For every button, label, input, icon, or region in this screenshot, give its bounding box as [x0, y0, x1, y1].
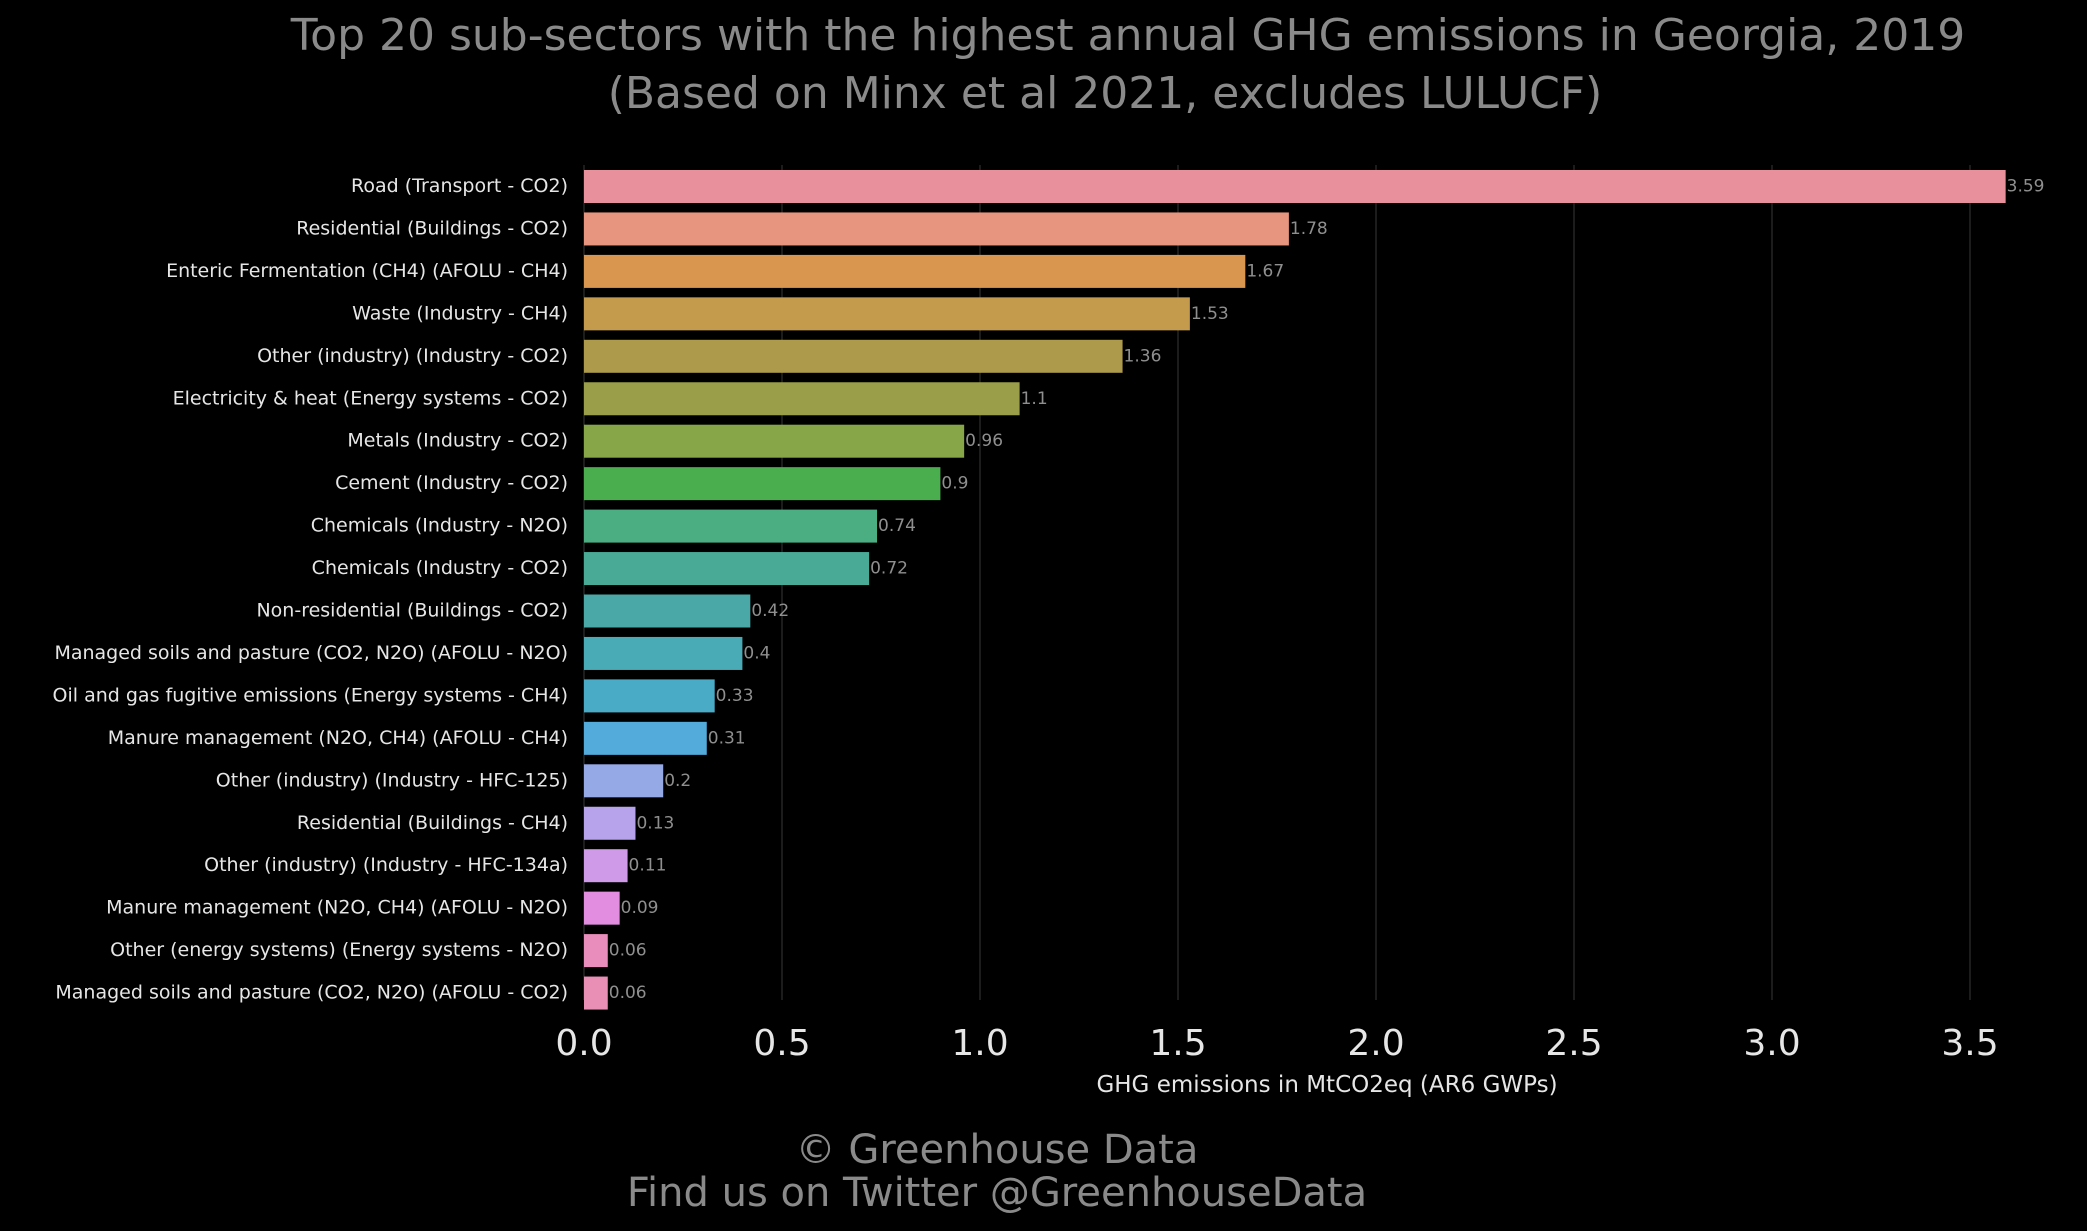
x-tick-label: 0.0 [555, 1023, 612, 1064]
value-label: 0.31 [708, 728, 746, 748]
value-label: 0.33 [716, 686, 754, 706]
value-label: 0.09 [621, 898, 659, 918]
x-tick-label: 2.5 [1545, 1023, 1602, 1064]
value-labels: 3.59 1.78 1.67 1.53 1.36 1.1 0.96 0.9 0.74 0.72 0.… [609, 177, 2045, 1004]
chart-title: Top 20 sub-sectors with the highest annu… [290, 10, 1965, 61]
category-label: Manure management (N2O, CH4) (AFOLU - N2… [106, 897, 568, 919]
bar [584, 934, 608, 968]
x-tick-label: 0.5 [753, 1023, 810, 1064]
value-label: 1.67 [1246, 261, 1284, 281]
value-label: 0.72 [870, 559, 908, 579]
value-label: 0.42 [751, 601, 789, 621]
value-label: 0.74 [878, 516, 916, 536]
bar [584, 424, 965, 458]
category-label: Residential (Buildings - CO2) [296, 217, 568, 239]
bar [584, 212, 1289, 246]
category-label: Electricity & heat (Energy systems - CO2… [173, 387, 568, 409]
value-label: 0.06 [609, 983, 647, 1003]
bar [584, 339, 1123, 373]
bar [584, 594, 751, 628]
bar [584, 976, 608, 1010]
category-label: Other (industry) (Industry - CO2) [257, 345, 568, 367]
value-label: 1.36 [1124, 346, 1162, 366]
value-label: 1.1 [1021, 389, 1048, 409]
value-label: 0.96 [965, 431, 1003, 451]
value-label: 0.06 [609, 941, 647, 961]
bar [584, 891, 620, 925]
bar [584, 806, 636, 840]
bar [584, 679, 715, 713]
category-label: Metals (Industry - CO2) [347, 430, 568, 452]
bar [584, 254, 1246, 288]
bar [584, 297, 1190, 331]
x-tick-label: 2.0 [1347, 1023, 1404, 1064]
bar [584, 552, 870, 586]
value-label: 0.11 [629, 856, 667, 876]
category-label: Chemicals (Industry - CO2) [312, 557, 568, 579]
value-label: 0.13 [636, 813, 674, 833]
category-label: Oil and gas fugitive emissions (Energy s… [53, 684, 568, 706]
value-label: 3.59 [2007, 177, 2045, 197]
x-tick-labels: 0.0 0.5 1.0 1.5 2.0 2.5 3.0 3.5 [555, 1023, 1998, 1064]
bar [584, 636, 743, 670]
x-tick-label: 1.5 [1149, 1023, 1206, 1064]
category-label: Managed soils and pasture (CO2, N2O) (AF… [54, 642, 568, 664]
chart-subtitle: (Based on Minx et al 2021, excludes LULU… [608, 68, 1603, 119]
value-label: 0.9 [941, 474, 968, 494]
x-axis-label: GHG emissions in MtCO2eq (AR6 GWPs) [1096, 1072, 1557, 1098]
category-label: Enteric Fermentation (CH4) (AFOLU - CH4) [166, 260, 568, 282]
category-label: Road (Transport - CO2) [351, 175, 568, 197]
footer-copyright: © Greenhouse Data [796, 1127, 1199, 1173]
x-tick-label: 3.0 [1743, 1023, 1800, 1064]
x-tick-label: 1.0 [951, 1023, 1008, 1064]
value-label: 0.2 [664, 771, 691, 791]
value-label: 0.4 [743, 643, 770, 663]
bar [584, 382, 1020, 416]
bar [584, 509, 878, 543]
category-label: Other (industry) (Industry - HFC-134a) [204, 854, 568, 876]
category-label: Chemicals (Industry - N2O) [311, 515, 568, 537]
bars [584, 170, 2006, 1010]
bar [584, 467, 941, 501]
value-label: 1.78 [1290, 219, 1328, 239]
x-tick-label: 3.5 [1941, 1023, 1998, 1064]
value-label: 1.53 [1191, 304, 1229, 324]
bar [584, 849, 628, 883]
category-label: Managed soils and pasture (CO2, N2O) (AF… [55, 982, 568, 1004]
category-label: Other (energy systems) (Energy systems -… [110, 939, 568, 961]
category-label: Residential (Buildings - CH4) [297, 812, 568, 834]
category-label: Cement (Industry - CO2) [335, 472, 568, 494]
bar [584, 170, 2006, 203]
category-label: Waste (Industry - CH4) [352, 302, 568, 324]
footer-twitter: Find us on Twitter @GreenhouseData [627, 1170, 1367, 1216]
bar [584, 764, 664, 798]
bar [584, 721, 707, 755]
category-label: Non-residential (Buildings - CO2) [256, 600, 568, 622]
category-labels: Road (Transport - CO2) Residential (Build… [53, 175, 568, 1004]
category-label: Other (industry) (Industry - HFC-125) [216, 769, 568, 791]
category-label: Manure management (N2O, CH4) (AFOLU - CH… [108, 727, 568, 749]
